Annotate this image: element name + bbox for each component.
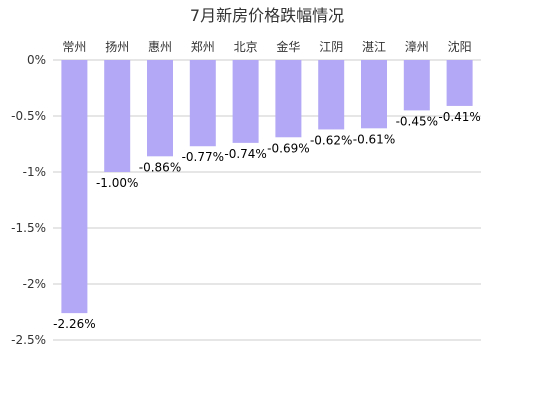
y-tick-label: -2%	[23, 277, 46, 291]
category-label: 郑州	[191, 39, 215, 54]
bar	[275, 60, 302, 138]
y-tick-label: -1%	[23, 165, 46, 179]
bar	[232, 60, 259, 143]
y-tick-label: -2.5%	[11, 333, 46, 347]
category-label: 沈阳	[448, 39, 472, 54]
bar	[361, 60, 387, 129]
bar	[104, 60, 131, 172]
data-label: -0.45%	[396, 114, 438, 128]
bar	[147, 60, 173, 157]
data-label: -0.69%	[267, 141, 309, 155]
category-labels: 常州 扬州 惠州 郑州 北京 金华 江阴 湛江 漳州 沈阳	[62, 39, 471, 54]
data-label: -0.41%	[438, 110, 480, 124]
category-label: 惠州	[148, 40, 172, 54]
y-tick-label: -1.5%	[11, 221, 46, 235]
category-label: 扬州	[105, 39, 129, 54]
data-label: -1.00%	[96, 176, 138, 190]
data-label: -0.61%	[353, 132, 395, 146]
bar	[318, 60, 345, 130]
category-label: 北京	[234, 40, 258, 54]
y-tick-label: -0.5%	[11, 109, 46, 123]
bar	[446, 60, 473, 106]
category-label: 常州	[62, 40, 86, 54]
chart-title: 7月新房价格跌幅情况	[190, 6, 344, 25]
data-label: -2.26%	[53, 317, 95, 331]
y-tick-label: 0%	[27, 53, 46, 67]
category-label: 漳州	[405, 39, 429, 54]
category-label: 江阴	[319, 40, 343, 54]
data-label: -0.62%	[310, 133, 352, 147]
data-labels: -2.26%-1.00%-0.86%-0.77% -0.74% -0.69%-0.6…	[53, 110, 481, 331]
bar	[189, 60, 216, 147]
data-label: -0.77%	[182, 150, 224, 164]
bar	[403, 60, 430, 111]
data-label: -0.86%	[139, 160, 181, 174]
category-label: 湛江	[362, 40, 386, 54]
data-label: -0.74%	[224, 147, 266, 161]
y-axis-ticks: 0% -0.5% -1% -1.5% -2% -2.5%	[11, 53, 46, 347]
category-label: 金华	[276, 39, 300, 54]
bar	[61, 60, 88, 314]
bars	[61, 60, 473, 314]
